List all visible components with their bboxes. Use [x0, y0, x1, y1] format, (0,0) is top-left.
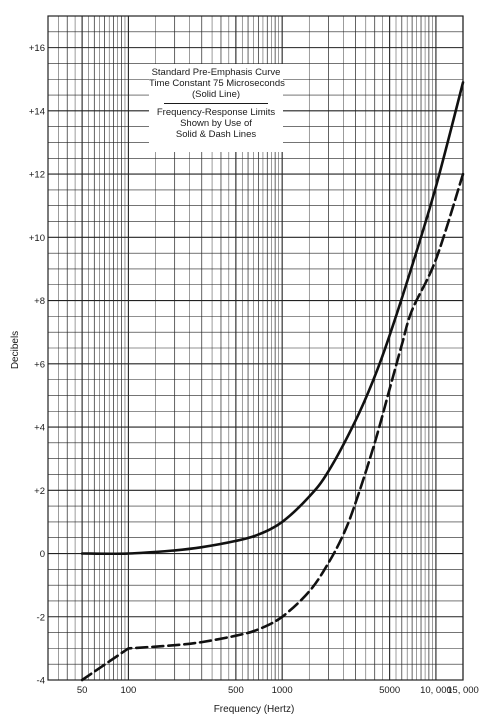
y-axis-ticks: -4 -2 0 +2 +4 +6 +8 +10 +12 +14 +16: [29, 43, 45, 686]
x-axis-title: Frequency (Hertz): [214, 704, 295, 715]
y-tick-label: 0: [40, 549, 45, 560]
x-tick-label: 5000: [379, 685, 400, 696]
chart-series: [80, 81, 465, 682]
annotation-line-4: Frequency-Response Limits: [156, 107, 276, 118]
x-tick-label: 100: [120, 685, 136, 696]
y-tick-label: +10: [29, 233, 45, 244]
x-tick-label: 15, 000: [447, 685, 479, 696]
y-tick-label: +14: [29, 106, 45, 117]
annotation-line-6: Solid & Dash Lines: [175, 129, 257, 140]
y-tick-label: -2: [37, 612, 45, 623]
x-tick-label: 1000: [272, 685, 293, 696]
y-tick-label: +2: [34, 486, 45, 497]
chart-annotation-box: Standard Pre-Emphasis Curve Time Constan…: [149, 64, 285, 152]
annotation-divider: [164, 103, 268, 104]
annotation-line-1: Standard Pre-Emphasis Curve: [151, 67, 281, 78]
y-tick-label: +16: [29, 43, 45, 54]
annotation-line-3: (Solid Line): [191, 89, 241, 100]
annotation-line-5: Shown by Use of: [180, 118, 252, 129]
dashed-limit-line: [80, 172, 465, 682]
x-tick-label: 10, 000: [420, 685, 452, 696]
y-tick-label: +8: [34, 296, 45, 307]
x-tick-label: 500: [228, 685, 244, 696]
x-tick-label: 50: [77, 685, 88, 696]
annotation-line-2: Time Constant 75 Microseconds: [149, 78, 285, 89]
plot-frame: [47, 15, 464, 681]
y-tick-label: +4: [34, 423, 45, 434]
solid-pre-emphasis-line: [80, 81, 465, 556]
y-tick-label: -4: [37, 676, 45, 687]
y-axis-title: Decibels: [10, 331, 21, 369]
y-tick-label: +12: [29, 170, 45, 181]
y-tick-label: +6: [34, 359, 45, 370]
